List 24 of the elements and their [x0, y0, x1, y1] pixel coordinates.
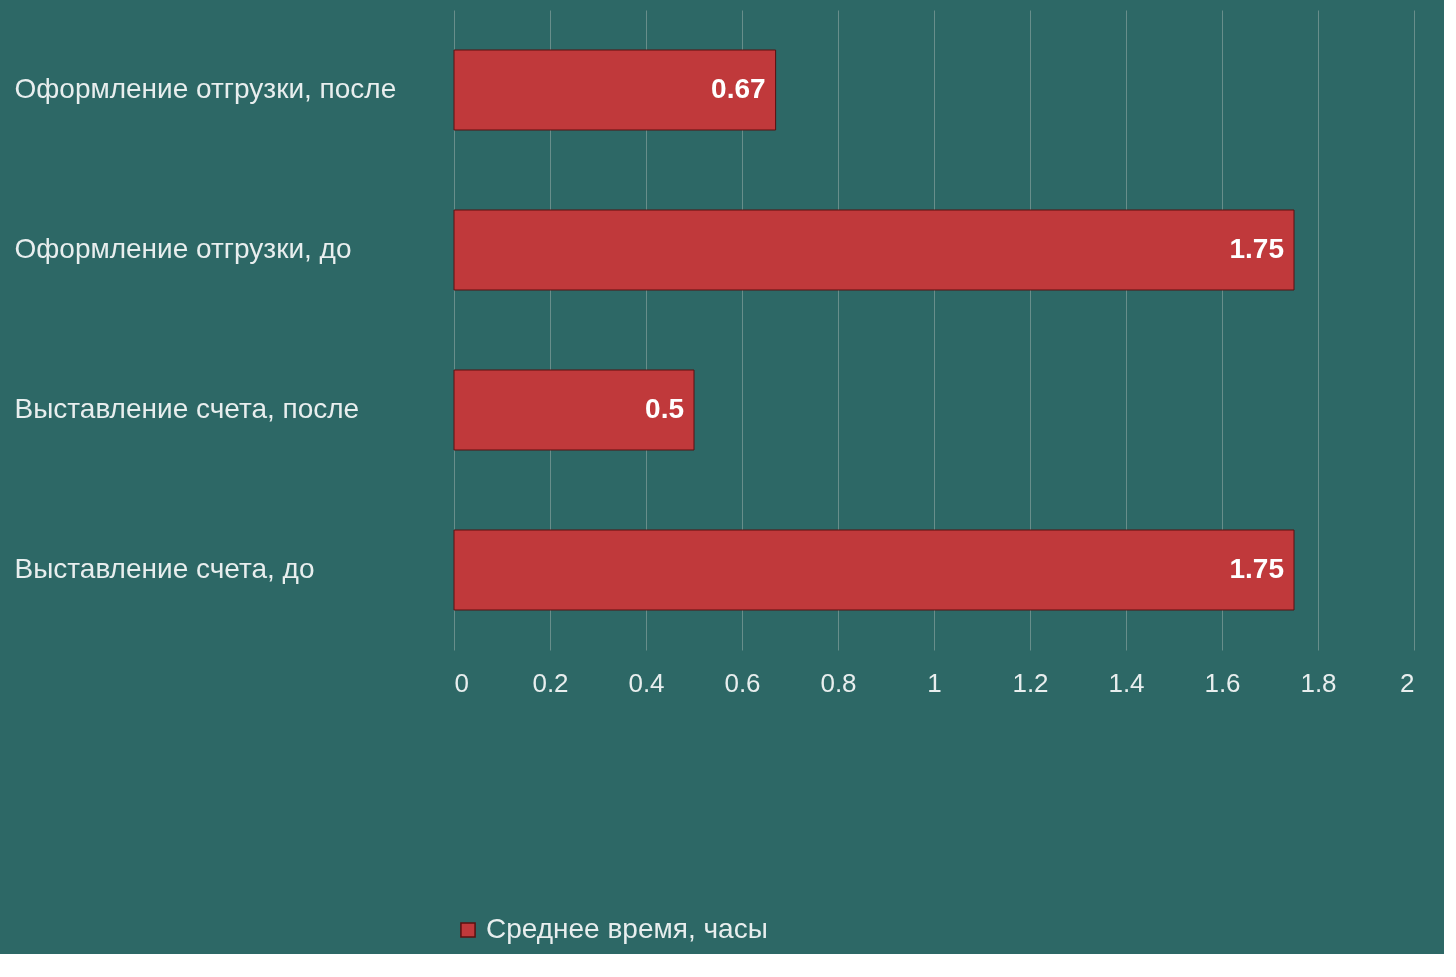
y-tick-label: Выставление счета, до — [14, 553, 315, 584]
x-tick-label: 0.4 — [628, 667, 665, 698]
data-label: 1.75 — [1229, 553, 1284, 584]
y-tick-label: Оформление отгрузки, после — [14, 73, 397, 104]
x-tick-label: 1.4 — [1108, 667, 1145, 698]
x-tick-label: 0.8 — [820, 667, 857, 698]
y-tick-label: Оформление отгрузки, до — [14, 233, 352, 264]
bar — [453, 209, 1295, 291]
x-tick-label: 1.8 — [1300, 667, 1337, 698]
bar — [453, 369, 695, 451]
x-tick-label: 0.6 — [724, 667, 761, 698]
x-tick-label: 2 — [1400, 667, 1415, 698]
data-label: 0.67 — [711, 73, 766, 104]
x-tick-label: 0.2 — [532, 667, 569, 698]
x-tick-label: 0 — [454, 667, 469, 698]
data-label: 0.5 — [645, 393, 684, 424]
data-label: 1.75 — [1229, 233, 1284, 264]
x-tick-label: 1.2 — [1012, 667, 1049, 698]
x-tick-label: 1.6 — [1204, 667, 1241, 698]
bar — [453, 49, 777, 131]
x-tick-label: 1 — [927, 667, 942, 698]
legend-label: Среднее время, часы — [486, 913, 768, 944]
y-tick-label: Выставление счета, после — [14, 393, 360, 424]
bar — [453, 529, 1295, 611]
